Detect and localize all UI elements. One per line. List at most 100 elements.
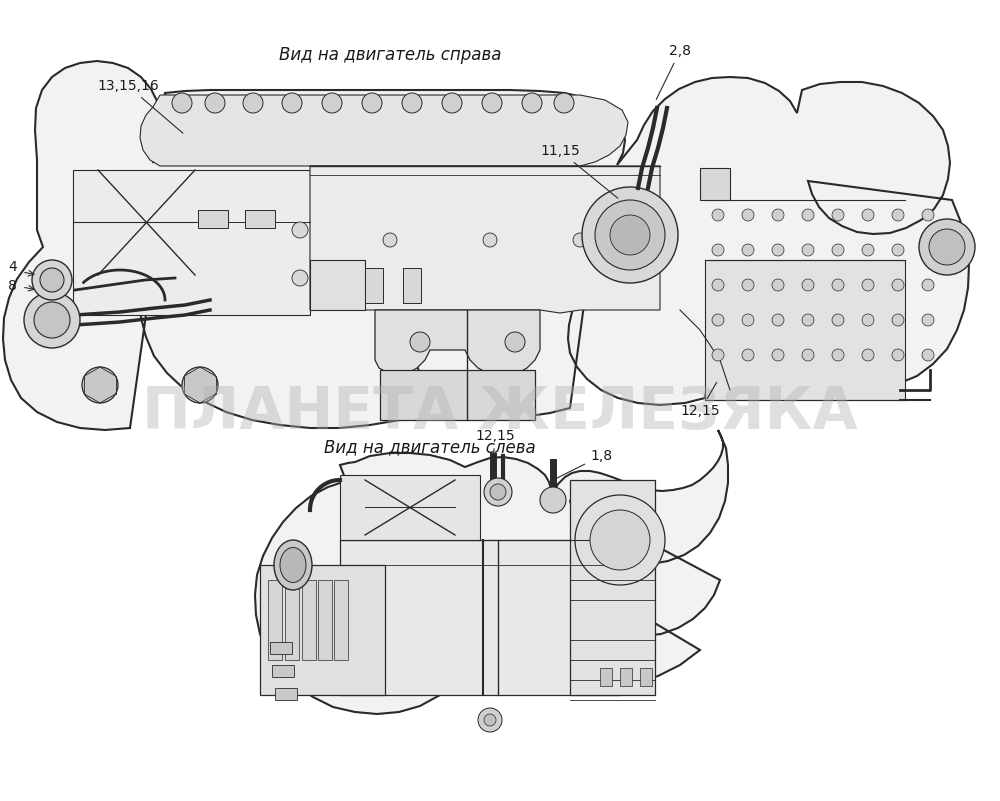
Circle shape [182, 367, 218, 403]
Circle shape [322, 93, 342, 113]
Circle shape [892, 349, 904, 361]
Bar [365, 268, 383, 303]
Bar [268, 580, 282, 660]
Bar [340, 540, 620, 695]
Circle shape [742, 244, 754, 256]
Circle shape [522, 93, 542, 113]
Circle shape [772, 244, 784, 256]
Ellipse shape [280, 548, 306, 582]
Text: Вид на двигатель справа: Вид на двигатель справа [279, 46, 501, 64]
Bar [620, 668, 632, 686]
Circle shape [862, 314, 874, 326]
Circle shape [922, 314, 934, 326]
Circle shape [892, 209, 904, 221]
Circle shape [595, 200, 665, 270]
Polygon shape [140, 95, 628, 166]
Bar [334, 580, 348, 660]
Bar [310, 260, 365, 310]
Circle shape [802, 279, 814, 291]
Circle shape [610, 215, 650, 255]
Bar [245, 210, 275, 228]
Circle shape [483, 233, 497, 247]
Circle shape [590, 510, 650, 570]
Circle shape [742, 209, 754, 221]
Circle shape [922, 209, 934, 221]
Circle shape [862, 279, 874, 291]
Circle shape [482, 93, 502, 113]
Circle shape [712, 314, 724, 326]
Circle shape [32, 260, 72, 300]
Text: 4: 4 [8, 260, 17, 274]
Circle shape [505, 332, 525, 352]
Circle shape [442, 93, 462, 113]
Circle shape [802, 209, 814, 221]
Circle shape [742, 314, 754, 326]
Circle shape [282, 93, 302, 113]
Circle shape [832, 244, 844, 256]
Text: 12,15: 12,15 [475, 429, 515, 459]
Polygon shape [310, 166, 660, 313]
Circle shape [402, 93, 422, 113]
Polygon shape [3, 61, 969, 430]
Circle shape [929, 229, 965, 265]
Bar [275, 688, 297, 700]
Circle shape [205, 93, 225, 113]
Circle shape [712, 209, 724, 221]
Text: 13,15,16: 13,15,16 [97, 79, 183, 133]
Circle shape [383, 233, 397, 247]
Circle shape [892, 279, 904, 291]
Bar [705, 260, 905, 400]
Text: 8: 8 [8, 279, 17, 293]
Polygon shape [73, 170, 310, 315]
Polygon shape [700, 168, 730, 200]
Circle shape [862, 244, 874, 256]
Circle shape [802, 314, 814, 326]
Circle shape [172, 93, 192, 113]
Bar [270, 642, 292, 654]
Circle shape [772, 314, 784, 326]
Circle shape [922, 244, 934, 256]
Text: 12,15: 12,15 [680, 382, 720, 418]
Circle shape [802, 349, 814, 361]
Circle shape [484, 714, 496, 726]
Circle shape [922, 349, 934, 361]
Bar [198, 210, 228, 228]
Circle shape [712, 349, 724, 361]
Text: 11,15: 11,15 [540, 144, 618, 198]
Circle shape [484, 478, 512, 506]
Bar [380, 370, 535, 420]
Polygon shape [375, 310, 540, 375]
Polygon shape [340, 475, 480, 540]
Circle shape [410, 332, 430, 352]
Bar [600, 668, 612, 686]
Circle shape [742, 279, 754, 291]
Circle shape [362, 93, 382, 113]
Circle shape [832, 279, 844, 291]
Text: 2,8: 2,8 [656, 44, 691, 99]
Circle shape [712, 279, 724, 291]
Circle shape [575, 495, 665, 585]
Text: Вид на двигатель слева: Вид на двигатель слева [324, 438, 536, 456]
Circle shape [554, 93, 574, 113]
Text: ПЛАНЕТА ЖЕЛЕЗЯКА: ПЛАНЕТА ЖЕЛЕЗЯКА [142, 384, 858, 441]
Circle shape [862, 209, 874, 221]
Bar [640, 668, 652, 686]
Circle shape [40, 268, 64, 292]
Circle shape [712, 244, 724, 256]
Circle shape [832, 209, 844, 221]
Ellipse shape [274, 540, 312, 590]
Circle shape [540, 487, 566, 513]
Bar [570, 480, 655, 695]
Circle shape [772, 349, 784, 361]
Bar [260, 565, 385, 695]
Circle shape [24, 292, 80, 348]
Circle shape [490, 484, 506, 500]
Circle shape [573, 233, 587, 247]
Circle shape [82, 367, 118, 403]
Bar [318, 580, 332, 660]
Polygon shape [255, 430, 728, 714]
Circle shape [34, 302, 70, 338]
Circle shape [802, 244, 814, 256]
Circle shape [892, 314, 904, 326]
Circle shape [243, 93, 263, 113]
